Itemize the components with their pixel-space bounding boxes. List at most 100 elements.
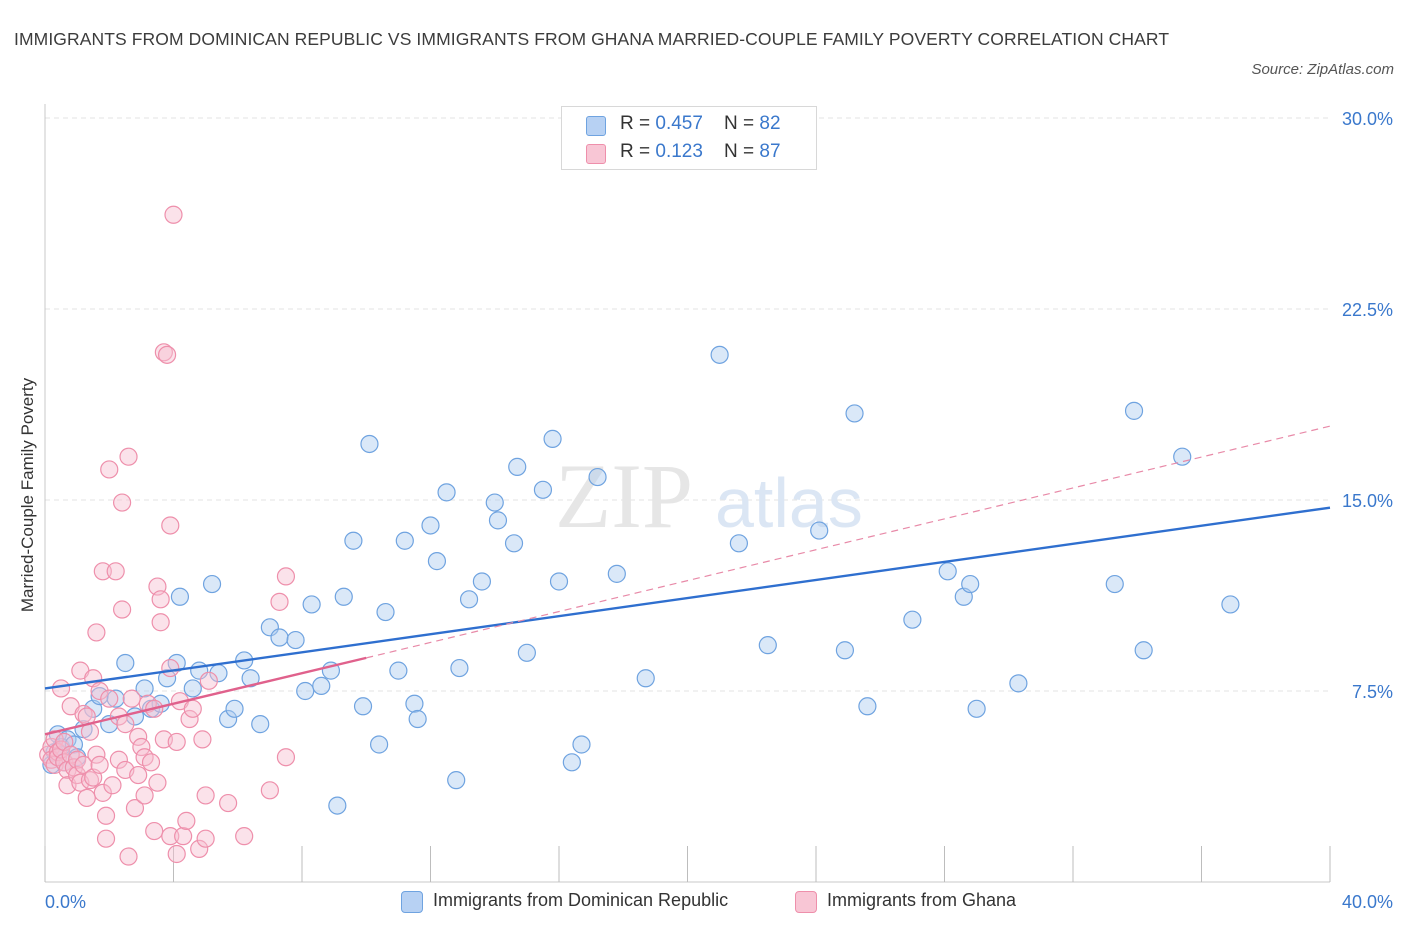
trend-lines [44,425,1331,736]
point-ghana [100,689,119,708]
watermark-atlas: atlas [715,464,863,542]
point-ghana [196,786,215,805]
point-ghana [167,732,186,752]
point-ghana [100,460,119,479]
point-dominican [328,796,347,815]
point-dominican [607,564,626,583]
point-ghana [109,750,128,769]
point-dominican [472,572,491,591]
point-ghana [129,765,148,785]
point-dominican [562,753,581,772]
point-dominican [360,434,379,454]
point-dominican [967,699,986,718]
point-ghana [167,844,186,864]
series-ghana-points [39,205,296,866]
point-ghana [235,827,254,846]
point-ghana [190,839,209,858]
point-dominican [286,630,305,650]
point-dominican [549,572,569,591]
point-ghana [177,811,196,830]
chart-title: IMMIGRANTS FROM DOMINICAN REPUBLIC VS IM… [14,29,1170,49]
trend-line-ghana-extended [366,425,1331,659]
point-ghana [145,821,164,841]
point-ghana [51,679,71,698]
point-ghana [161,516,180,535]
point-dominican [157,669,177,688]
point-dominican [903,610,922,629]
point-dominican [170,587,190,606]
point-ghana [96,829,116,848]
point-dominican [533,480,553,499]
point-dominican [116,653,135,673]
point-ghana [135,786,154,805]
point-dominican [106,689,125,708]
point-dominican [202,574,222,594]
point-ghana [174,827,193,846]
point-ghana [151,590,170,609]
legend-r-value: 0.457 [655,113,703,134]
point-ghana [276,748,296,767]
point-dominican [485,493,504,512]
point-dominican [241,669,260,688]
point-ghana [180,709,199,729]
point-ghana [270,592,289,611]
series-dominican-points [42,345,1240,815]
point-dominican [845,404,864,423]
legend-r-label: R = [620,113,656,134]
point-ghana [103,776,122,795]
point-dominican [251,715,270,734]
point-dominican [437,483,456,502]
point-ghana [93,783,112,802]
point-dominican [1134,641,1153,660]
point-dominican [225,699,244,718]
point-dominican [270,628,289,647]
point-ghana [93,562,112,581]
point-dominican [334,587,353,606]
point-ghana [87,745,106,764]
bottom-legend-label-dominican: Immigrants from Dominican Republic [433,890,729,910]
point-dominican [508,457,527,476]
y-tick-label: 30.0% [1342,109,1393,129]
point-ghana [116,715,135,734]
point-dominican [729,534,749,553]
point-ghana [151,613,170,632]
point-ghana [87,623,106,642]
point-dominican [810,521,829,540]
bottom-legend-swatch-dominican [401,891,423,913]
point-dominican [408,709,427,729]
point-ghana [141,753,161,772]
y-tick-labels: 7.5% 15.0% 22.5% 30.0% [1342,109,1393,702]
point-dominican [302,595,321,614]
point-dominican [395,531,414,550]
legend-r-value: 0.123 [655,141,703,162]
point-ghana [276,567,296,586]
point-dominican [938,562,957,581]
point-dominican [710,345,729,364]
point-ghana [90,755,109,774]
point-dominican [376,602,395,622]
point-ghana [80,771,100,790]
point-dominican [389,661,408,680]
x-tick-label-min: 0.0% [45,892,86,912]
point-ghana [157,345,177,364]
point-dominican [543,429,562,448]
x-tick-label-max: 40.0% [1342,892,1393,912]
point-ghana [161,827,180,846]
point-dominican [135,679,154,698]
point-ghana [219,793,238,813]
point-ghana [77,788,96,808]
legend-swatch-dominican [586,116,606,136]
point-dominican [572,735,591,754]
point-dominican [636,669,655,688]
point-ghana [132,737,151,757]
trend-line-ghana [44,656,367,736]
source-label: Source: ZipAtlas.com [1251,61,1394,78]
watermark-zip: ZIP [555,445,693,547]
point-dominican [1124,401,1144,420]
point-dominican [1009,674,1028,693]
point-dominican [183,679,202,698]
point-ghana [74,755,93,774]
point-ghana [199,671,218,690]
point-ghana [96,806,116,825]
